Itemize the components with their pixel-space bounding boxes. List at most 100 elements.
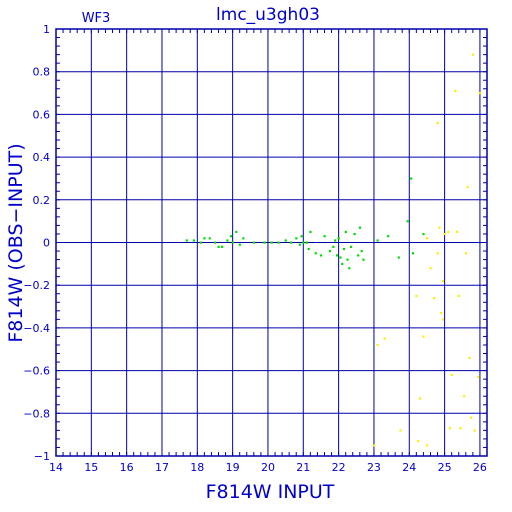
- tick-labels: 14 15 16 17 18 19 20 21 22 23 24 25 26 1 0.8 0.6 0.4 0.2 0…: [23, 23, 487, 474]
- data-point: [238, 243, 241, 246]
- y-axis-label: F814W (OBS−INPUT): [5, 143, 27, 342]
- data-point: [192, 239, 195, 242]
- data-point: [199, 241, 203, 244]
- data-point: [323, 235, 326, 238]
- x-tick-label: 21: [296, 461, 310, 474]
- data-point: [376, 343, 379, 347]
- data-point: [242, 237, 245, 240]
- data-point: [454, 89, 457, 93]
- y-tick-label: 0.2: [33, 194, 51, 207]
- data-point: [319, 254, 323, 257]
- data-point: [455, 230, 459, 234]
- data-point: [346, 258, 349, 261]
- data-point: [464, 252, 468, 255]
- data-point: [399, 429, 402, 432]
- x-tick-label: 17: [155, 461, 169, 474]
- data-point: [334, 239, 337, 242]
- data-point: [441, 279, 445, 283]
- data-point: [231, 241, 234, 244]
- y-tick-label: 1: [43, 23, 50, 36]
- data-point: [443, 232, 446, 236]
- data-point: [447, 230, 450, 234]
- y-tick-label: −1: [34, 450, 50, 463]
- data-point: [284, 239, 287, 242]
- y-tick-label: −0.2: [23, 279, 50, 292]
- data-point: [203, 237, 206, 240]
- x-tick-label: 25: [438, 461, 452, 474]
- data-point: [410, 177, 413, 180]
- y-tick-label: −0.4: [23, 322, 50, 335]
- data-point: [332, 245, 335, 248]
- x-tick-label: 14: [49, 461, 63, 474]
- data-point: [425, 237, 429, 240]
- data-point: [342, 247, 346, 251]
- data-point: [433, 297, 436, 300]
- data-point: [436, 252, 439, 255]
- x-tick-label: 19: [226, 461, 240, 474]
- data-point: [411, 252, 415, 255]
- data-point: [263, 241, 266, 244]
- data-point: [362, 258, 365, 261]
- x-tick-label: 18: [190, 461, 204, 474]
- data-point: [349, 245, 353, 248]
- data-point: [376, 239, 379, 242]
- data-point: [477, 376, 480, 379]
- x-axis-label: F814W INPUT: [206, 481, 335, 503]
- data-point: [429, 267, 432, 270]
- data-point: [270, 241, 273, 244]
- data-point: [298, 243, 301, 246]
- y-tick-label: 0: [43, 237, 50, 250]
- data-point: [357, 254, 360, 257]
- y-tick-label: 0.4: [33, 151, 51, 164]
- data-point: [185, 239, 188, 242]
- data-point: [418, 397, 422, 400]
- data-point: [295, 237, 298, 240]
- data-point: [307, 247, 310, 251]
- data-point: [422, 335, 425, 338]
- data-point: [415, 294, 418, 298]
- plot-frame: [55, 28, 488, 457]
- y-tick-label: −0.6: [23, 365, 50, 378]
- data-point: [226, 239, 229, 242]
- data-point: [344, 230, 347, 234]
- data-point: [471, 53, 475, 56]
- data-point: [441, 318, 445, 321]
- data-point: [383, 337, 386, 340]
- data-point: [397, 256, 400, 259]
- chart-title: lmc_u3gh03: [216, 5, 320, 25]
- data-point: [448, 427, 452, 430]
- data-point: [328, 250, 331, 253]
- data-point: [235, 230, 238, 234]
- data-point: [229, 235, 233, 238]
- x-tick-label: 23: [367, 461, 381, 474]
- data-point: [289, 241, 293, 244]
- data-point: [314, 252, 317, 255]
- data-point: [358, 226, 362, 229]
- data-point: [459, 427, 462, 430]
- data-point: [425, 444, 429, 447]
- data-point: [470, 416, 473, 419]
- x-tick-label: 26: [473, 461, 487, 474]
- data-point: [341, 262, 344, 266]
- data-point: [353, 232, 356, 236]
- data-point: [360, 250, 363, 253]
- y-tick-label: 0.8: [33, 66, 51, 79]
- data-point: [208, 237, 211, 240]
- data-point: [473, 429, 476, 432]
- x-tick-label: 20: [261, 461, 275, 474]
- corner-label: WF3: [82, 11, 111, 26]
- data-point: [463, 395, 466, 398]
- data-point: [438, 226, 441, 229]
- data-point: [450, 373, 453, 377]
- data-point: [302, 241, 305, 244]
- data-point: [466, 185, 469, 189]
- data-points: [185, 53, 482, 447]
- data-point: [213, 241, 217, 244]
- x-tick-label: 24: [402, 461, 416, 474]
- data-point: [436, 121, 439, 125]
- y-tick-label: 0.6: [33, 108, 51, 121]
- data-point: [252, 241, 256, 244]
- data-point: [478, 92, 482, 95]
- data-point: [335, 254, 339, 257]
